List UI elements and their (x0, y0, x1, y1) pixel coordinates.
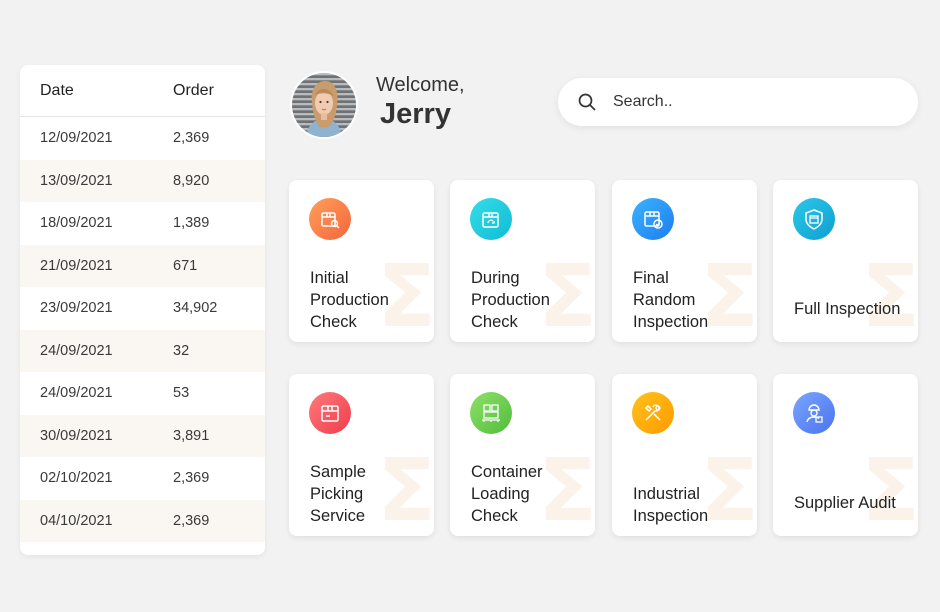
table-body: 12/09/2021 2,369 13/09/2021 8,920 18/09/2021… (20, 117, 265, 542)
sigma-watermark: Σ (377, 441, 434, 536)
search-icon[interactable] (577, 92, 597, 112)
service-label: Sample Picking Service (310, 463, 366, 525)
pallet-badge (470, 392, 512, 434)
welcome-text: Welcome, (376, 74, 465, 96)
date-cell: 24/09/2021 (40, 385, 113, 402)
date-cell: 30/09/2021 (40, 427, 113, 444)
order-cell: 2,369 (173, 470, 210, 487)
sigma-watermark: Σ (538, 441, 595, 536)
table-row[interactable]: 24/09/2021 53 (20, 372, 265, 415)
orders-table: Date Order 12/09/2021 2,369 13/09/2021 8,92… (20, 65, 265, 555)
order-cell: 1,389 (173, 215, 210, 232)
sigma-watermark: Σ (861, 441, 918, 536)
service-label: Full Inspection (794, 300, 901, 318)
date-column-header[interactable]: Date (40, 81, 74, 99)
box-refresh-badge (470, 198, 512, 240)
tools-icon (644, 404, 661, 421)
service-label: Final Random Inspection (633, 269, 709, 331)
box-search-badge (309, 198, 351, 240)
sigma-watermark: Σ (538, 247, 595, 342)
pallet-icon (482, 404, 500, 422)
service-card[interactable]: Σ Final Random Inspection (612, 180, 757, 342)
date-cell: 02/10/2021 (40, 470, 113, 487)
order-cell: 8,920 (173, 172, 210, 189)
table-row[interactable]: 13/09/2021 8,920 (20, 159, 265, 202)
worker-icon (806, 404, 823, 423)
box-badge (309, 392, 351, 434)
date-cell: 21/09/2021 (40, 257, 113, 274)
service-card[interactable]: Σ Sample Picking Service (289, 374, 434, 536)
date-cell: 13/09/2021 (40, 172, 113, 189)
service-label: Container Loading Check (471, 463, 543, 525)
service-card[interactable]: Σ Full Inspection (773, 180, 918, 342)
box-refresh-icon (482, 212, 499, 228)
order-cell: 2,369 (173, 512, 210, 529)
service-card[interactable]: Σ During Production Check (450, 180, 595, 342)
search-input[interactable] (613, 93, 893, 111)
order-cell: 32 (173, 342, 190, 359)
date-cell: 23/09/2021 (40, 300, 113, 317)
table-row[interactable]: 12/09/2021 2,369 (20, 117, 265, 160)
service-card[interactable]: Σ Industrial Inspection (612, 374, 757, 536)
date-cell: 04/10/2021 (40, 512, 113, 529)
worker-badge (793, 392, 835, 434)
shield-box-icon (805, 209, 823, 230)
sigma-watermark: Σ (861, 247, 918, 342)
service-label: Industrial Inspection (633, 485, 709, 525)
order-cell: 3,891 (173, 427, 210, 444)
order-column-header[interactable]: Order (173, 81, 214, 99)
service-card[interactable]: Σ Supplier Audit (773, 374, 918, 536)
box-search-icon (321, 212, 340, 229)
service-card[interactable]: Σ Initial Production Check (289, 180, 434, 342)
service-label: Initial Production Check (310, 269, 389, 331)
date-cell: 18/09/2021 (40, 215, 113, 232)
table-row[interactable]: 02/10/2021 2,369 (20, 457, 265, 500)
box-check-icon (644, 211, 663, 229)
date-cell: 24/09/2021 (40, 342, 113, 359)
table-row[interactable]: 24/09/2021 32 (20, 329, 265, 372)
order-cell: 53 (173, 385, 190, 402)
table-row[interactable]: 21/09/2021 671 (20, 244, 265, 287)
tools-badge (632, 392, 674, 434)
search-bar[interactable] (558, 78, 918, 126)
table-row[interactable]: 23/09/2021 34,902 (20, 287, 265, 330)
service-label: During Production Check (471, 269, 550, 331)
date-cell: 12/09/2021 (40, 130, 113, 147)
sigma-watermark: Σ (377, 247, 434, 342)
box-check-badge (632, 198, 674, 240)
username: Jerry (380, 98, 451, 130)
sigma-watermark: Σ (700, 247, 757, 342)
table-row[interactable]: 18/09/2021 1,389 (20, 202, 265, 245)
box-icon (321, 405, 339, 422)
service-label: Supplier Audit (794, 494, 896, 512)
shield-box-badge (793, 198, 835, 240)
service-card[interactable]: Σ Container Loading Check (450, 374, 595, 536)
table-row[interactable]: 04/10/2021 2,369 (20, 499, 265, 542)
user-avatar-icon (292, 73, 356, 137)
sigma-watermark: Σ (700, 441, 757, 536)
order-cell: 671 (173, 257, 198, 274)
order-cell: 2,369 (173, 130, 210, 147)
order-cell: 34,902 (173, 300, 218, 317)
table-header: Date Order (20, 65, 265, 117)
table-row[interactable]: 30/09/2021 3,891 (20, 414, 265, 457)
user-avatar[interactable] (292, 73, 356, 137)
